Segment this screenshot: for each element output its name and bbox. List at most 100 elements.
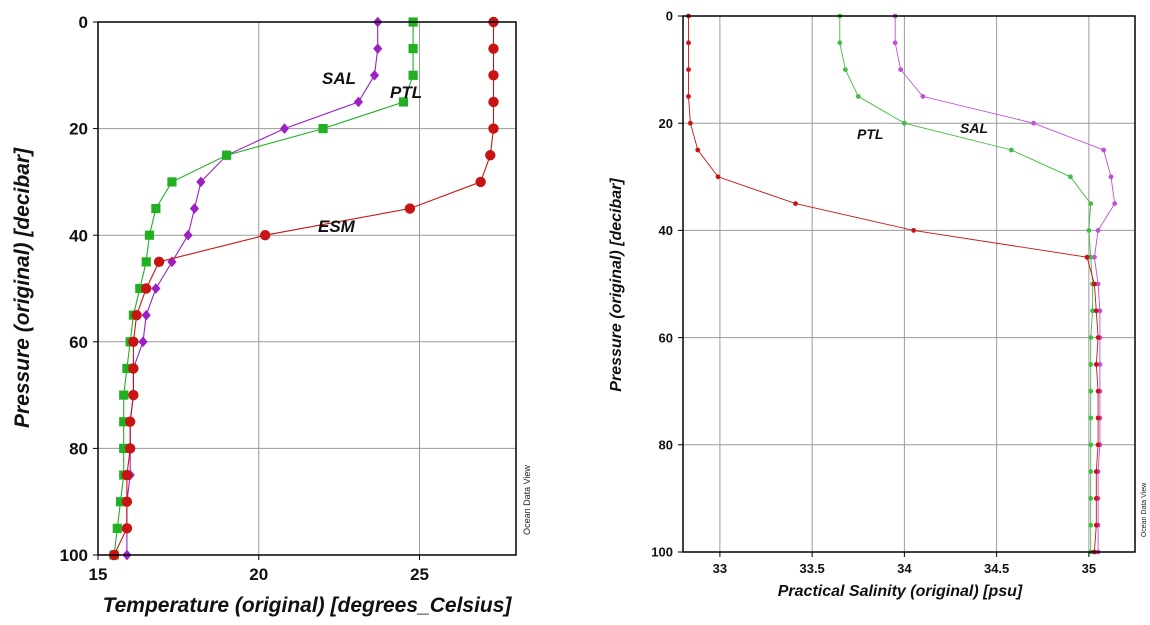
temperature-esm-point xyxy=(488,70,499,81)
temperature-esm-point xyxy=(128,363,139,374)
salinity-ptl-point xyxy=(1088,469,1094,474)
temperature-ptl-point xyxy=(115,497,126,507)
temperature-y-tick-label: 80 xyxy=(69,440,88,459)
salinity-profile-chart: 33 33.5 34 34.5 35 0 20 40 60 80 100 Practical Sa… xyxy=(608,9,1148,600)
temperature-ptl-point xyxy=(151,203,161,214)
salinity-sal-point xyxy=(920,94,926,99)
salinity-sal-point xyxy=(1101,147,1107,153)
salinity-ptl-point xyxy=(1090,308,1095,314)
salinity-ptl-point xyxy=(1088,496,1094,501)
temperature-esm-line xyxy=(113,22,495,556)
temperature-sal-point xyxy=(183,229,193,241)
salinity-sal-point xyxy=(1112,201,1118,207)
salinity-ptl-point xyxy=(1088,201,1094,207)
temperature-profile-chart: 15 20 25 0 20 40 60 80 100 Temperature (origina… xyxy=(11,13,532,617)
temperature-esm-point xyxy=(121,496,133,507)
salinity-ptl-point xyxy=(1088,442,1094,448)
temperature-y-tick-label: 0 xyxy=(79,13,88,32)
salinity-chart-credit: Ocean Data View xyxy=(1141,482,1148,537)
salinity-ptl-point xyxy=(1068,174,1073,180)
salinity-esm-point xyxy=(793,201,798,207)
temperature-sal-line xyxy=(126,22,379,555)
salinity-x-axis-title: Practical Salinity (original) [psu] xyxy=(778,583,1023,600)
temperature-esm-point xyxy=(485,150,496,161)
temperature-sal-point xyxy=(373,43,383,54)
salinity-esm-point xyxy=(686,94,691,99)
salinity-y-tick-label: 20 xyxy=(659,116,673,131)
salinity-ptl-point xyxy=(837,40,843,46)
salinity-series-esm xyxy=(686,13,1101,555)
salinity-esm-point xyxy=(1095,335,1101,340)
salinity-esm-point xyxy=(1095,442,1101,448)
temperature-y-tick-label: 60 xyxy=(69,333,88,352)
temperature-series-sal xyxy=(122,16,383,561)
temperature-x-tick-label: 25 xyxy=(410,565,429,584)
temperature-x-axis-title: Temperature (original) [degrees_Celsius] xyxy=(103,594,513,617)
salinity-x-tick-label: 35 xyxy=(1082,561,1096,576)
temperature-sal-point xyxy=(369,70,380,81)
salinity-sal-point xyxy=(1097,362,1103,367)
salinity-esm-point xyxy=(686,67,691,72)
salinity-ptl-point xyxy=(1008,147,1014,153)
salinity-x-tick-label: 33.5 xyxy=(799,561,824,576)
temperature-sal-point xyxy=(138,336,148,348)
temperature-ptl-point xyxy=(135,283,145,294)
temperature-ptl-point xyxy=(119,443,129,453)
temperature-esm-point xyxy=(131,309,142,321)
temperature-esm-point xyxy=(260,230,271,241)
salinity-chart-frame xyxy=(682,15,1136,553)
salinity-esm-point xyxy=(1093,469,1099,474)
temperature-ptl-point xyxy=(144,230,155,240)
salinity-esm-point xyxy=(1084,254,1090,260)
temperature-ptl-point xyxy=(119,390,129,400)
salinity-sal-point xyxy=(898,67,904,72)
temperature-chart-series xyxy=(108,16,499,561)
salinity-esm-line xyxy=(688,16,1099,553)
salinity-esm-point xyxy=(687,120,693,126)
temperature-sal-label: SAL xyxy=(322,69,356,88)
salinity-sal-point xyxy=(1108,174,1114,180)
salinity-y-tick-label: 60 xyxy=(659,330,673,345)
temperature-x-ticks: 15 20 25 xyxy=(89,555,429,584)
salinity-ptl-label: PTL xyxy=(857,126,883,142)
salinity-series-sal xyxy=(892,13,1118,555)
temperature-y-tick-label: 40 xyxy=(69,226,88,245)
salinity-sal-point xyxy=(1095,228,1101,233)
temperature-y-ticks: 0 20 40 60 80 100 xyxy=(60,13,98,565)
temperature-esm-label: ESM xyxy=(318,217,356,236)
temperature-esm-point xyxy=(124,443,136,454)
temperature-esm-point xyxy=(128,389,139,401)
temperature-y-axis-title: Pressure (original) [decibar] xyxy=(11,147,34,428)
salinity-y-tick-label: 40 xyxy=(659,223,673,238)
temperature-esm-point xyxy=(128,336,139,347)
salinity-y-tick-label: 0 xyxy=(666,9,673,24)
salinity-esm-point xyxy=(911,228,917,233)
salinity-ptl-point xyxy=(1088,415,1094,421)
salinity-esm-point xyxy=(1095,388,1101,394)
salinity-x-tick-label: 34.5 xyxy=(984,561,1009,576)
temperature-chart-grid xyxy=(98,22,516,555)
temperature-sal-point xyxy=(196,176,206,188)
temperature-esm-point xyxy=(475,176,486,188)
salinity-esm-point xyxy=(1093,496,1099,501)
temperature-esm-point xyxy=(121,523,133,534)
temperature-ptl-point xyxy=(398,97,409,107)
salinity-esm-point xyxy=(695,147,701,153)
salinity-y-tick-label: 100 xyxy=(651,545,673,560)
salinity-esm-point xyxy=(1092,281,1097,287)
salinity-esm-point xyxy=(686,40,691,46)
temperature-sal-point xyxy=(353,96,364,108)
temperature-x-tick-label: 20 xyxy=(249,565,268,584)
temperature-esm-point xyxy=(488,96,499,108)
salinity-y-axis-title: Pressure (original) [decibar] xyxy=(608,178,625,392)
salinity-ptl-point xyxy=(1088,522,1094,528)
salinity-sal-point xyxy=(1097,308,1103,314)
salinity-y-tick-label: 80 xyxy=(659,437,673,452)
salinity-sal-line xyxy=(894,16,1116,552)
salinity-x-tick-label: 34 xyxy=(897,561,912,576)
salinity-ptl-point xyxy=(842,67,848,72)
salinity-sal-point xyxy=(1095,281,1101,287)
salinity-sal-point xyxy=(1031,120,1036,126)
salinity-esm-point xyxy=(1093,362,1099,367)
